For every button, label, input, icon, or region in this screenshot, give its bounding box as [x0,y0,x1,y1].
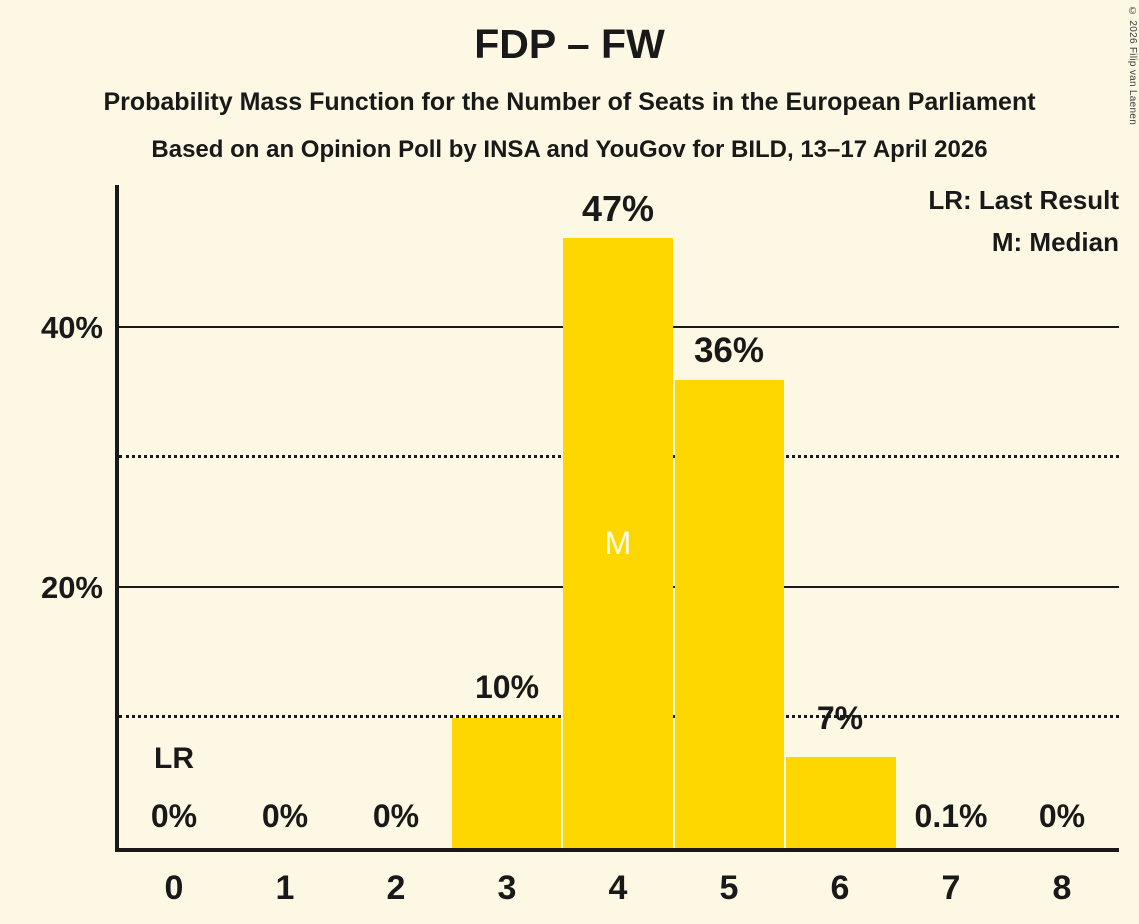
median-marker: M [604,525,632,561]
x-axis-line [115,848,1119,852]
value-label-seat-5: 36% [693,331,765,370]
x-axis-tick-6: 6 [830,869,850,907]
bar-seat-5 [675,380,784,848]
value-label-seat-8: 0% [1038,798,1086,834]
bar-seat-6 [786,757,896,848]
value-label-seat-4: 47% [581,188,655,229]
x-axis-tick-8: 8 [1052,869,1072,907]
bar-seat-4 [563,238,673,848]
x-axis-tick-0: 0 [164,869,184,907]
x-axis-tick-2: 2 [386,869,406,907]
plot-area [115,185,1119,852]
value-label-seat-7: 0.1% [914,798,988,834]
page-title: FDP – FW [474,21,665,67]
chart-subtitle: Probability Mass Function for the Number… [103,88,1036,116]
chart-source-subtitle: Based on an Opinion Poll by INSA and You… [151,136,988,163]
value-label-seat-6: 7% [816,700,864,736]
bar-seat-3 [452,718,561,848]
x-axis-tick-3: 3 [497,869,517,907]
legend-last-result: LR: Last Result [928,185,1119,215]
y-axis-tick-40: 40% [40,310,103,345]
y-axis-line [115,185,119,850]
value-label-seat-1: 0% [261,798,309,834]
last-result-marker: LR [154,742,194,775]
legend-median: M: Median [991,227,1119,257]
x-axis-tick-7: 7 [941,869,961,907]
x-axis-tick-5: 5 [719,869,739,907]
value-label-seat-0: 0% [150,798,198,834]
value-label-seat-2: 0% [372,798,420,834]
y-axis-tick-20: 20% [40,570,103,605]
x-axis-tick-4: 4 [608,869,628,907]
copyright-notice: © 2026 Filip van Laenen [1127,6,1138,126]
x-axis-tick-1: 1 [275,869,295,907]
value-label-seat-3: 10% [474,669,540,705]
